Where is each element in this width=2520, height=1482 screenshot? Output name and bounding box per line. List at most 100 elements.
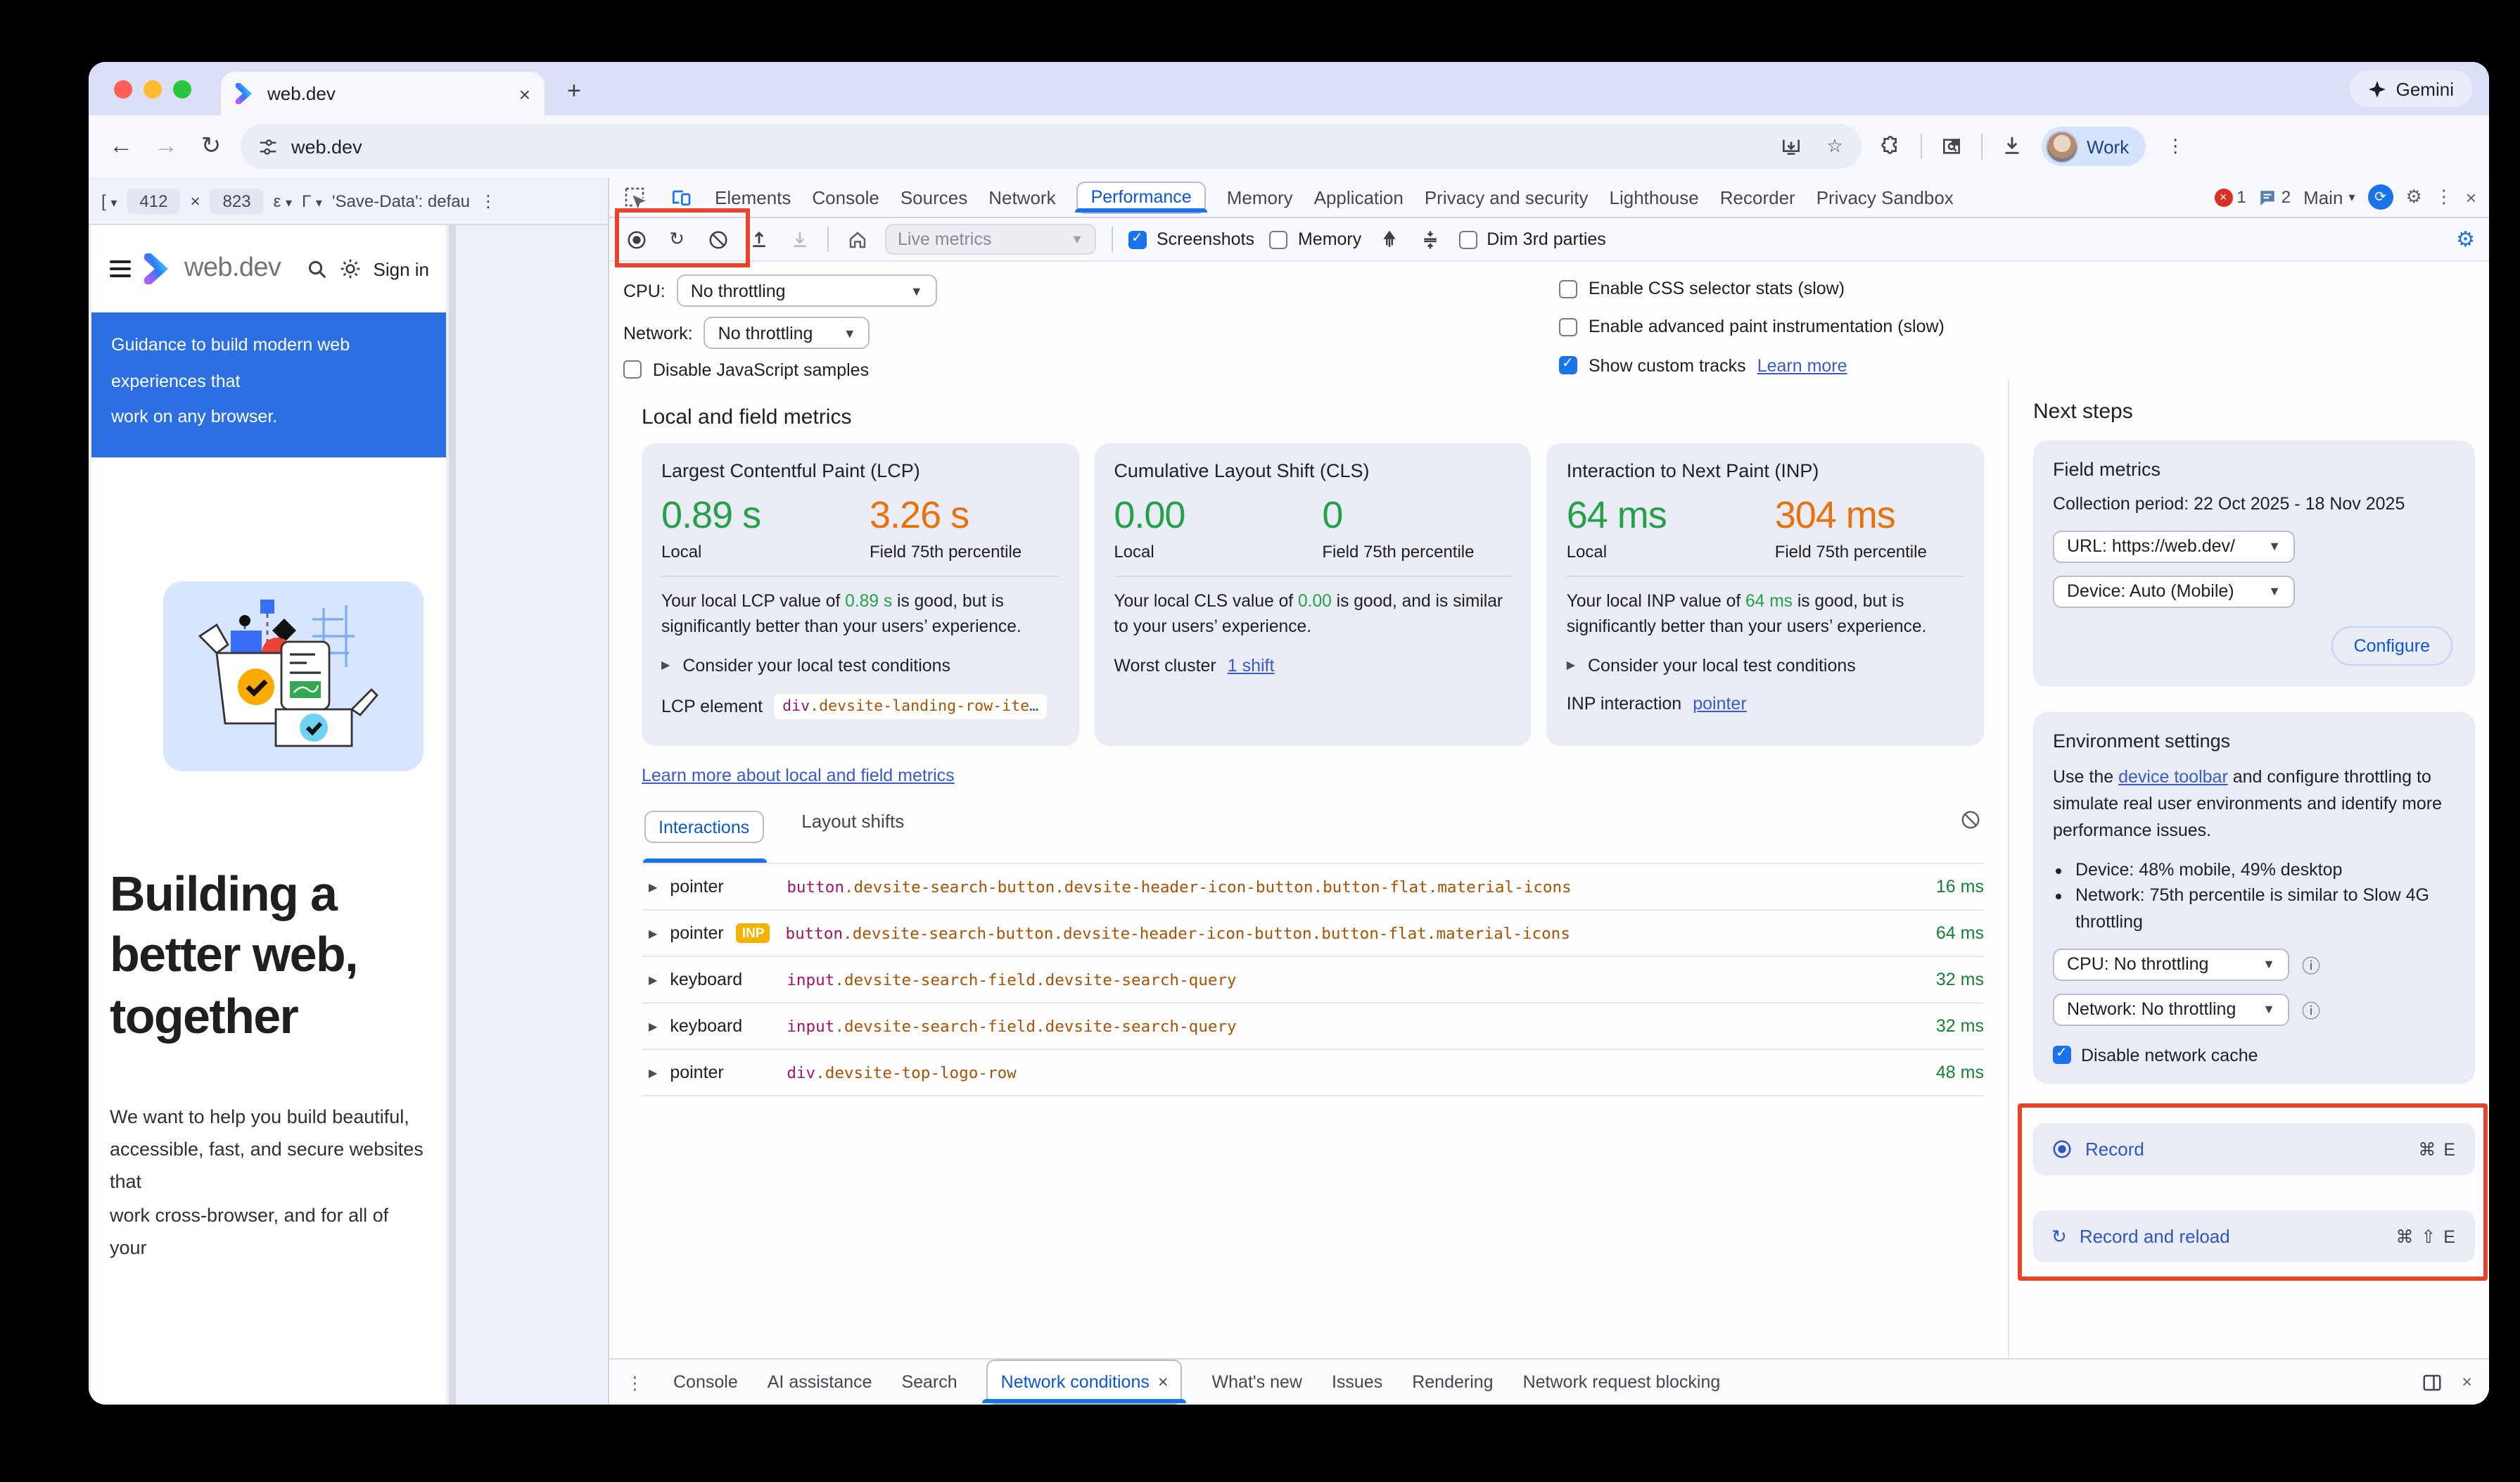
back-icon[interactable]: ← [109, 132, 133, 159]
browser-menu-icon[interactable]: ⋮ [2166, 135, 2185, 156]
tab-console[interactable]: Console [812, 186, 879, 208]
custom-tracks-learn-more-link[interactable]: Learn more [1757, 355, 1847, 376]
page-scrollbar[interactable] [449, 225, 456, 1405]
disable-network-cache-checkbox[interactable]: Disable network cache [2053, 1046, 2455, 1065]
expand-triangle-icon[interactable]: ▶ [649, 880, 658, 893]
drawer-tab-issues[interactable]: Issues [1331, 1372, 1383, 1392]
tab-interactions[interactable]: Interactions [643, 811, 767, 863]
save-profile-icon[interactable] [787, 227, 812, 252]
tab-layout-shifts[interactable]: Layout shifts [801, 811, 905, 832]
maximize-window-button[interactable] [173, 80, 191, 99]
custom-tracks-checkbox[interactable]: Show custom tracks Learn more [1559, 351, 1945, 380]
tab-privacy-security[interactable]: Privacy and security [1424, 186, 1589, 208]
new-tab-button[interactable]: + [567, 77, 581, 104]
throttle-select[interactable]: Γ ▾ [302, 191, 322, 210]
inp-consider-expander[interactable]: ▶ Consider your local test conditions [1566, 655, 1856, 676]
field-url-select[interactable]: URL: https://web.dev/▼ [2053, 530, 2295, 562]
bookmark-star-icon[interactable]: ☆ [1826, 135, 1843, 156]
css-selector-stats-checkbox[interactable]: Enable CSS selector stats (slow) [1559, 274, 1945, 303]
home-icon[interactable] [844, 227, 870, 252]
device-toolbar-menu-icon[interactable]: ⋮ [479, 191, 497, 210]
error-count[interactable]: × 1 [2214, 187, 2246, 207]
drawer-tab-rendering[interactable]: Rendering [1412, 1372, 1494, 1392]
advanced-paint-checkbox[interactable]: Enable advanced paint instrumentation (s… [1559, 313, 1945, 342]
drawer-tab-search[interactable]: Search [901, 1372, 957, 1392]
expand-triangle-icon[interactable]: ▶ [649, 973, 658, 986]
issues-count[interactable]: 2 [2259, 187, 2291, 207]
record-button[interactable]: Record ⌘ E [2033, 1123, 2475, 1175]
tab-lighthouse[interactable]: Lighthouse [1609, 186, 1699, 208]
tab-recorder[interactable]: Recorder [1719, 186, 1795, 208]
device-toolbar-toggle-icon[interactable] [668, 184, 694, 210]
install-icon[interactable] [1776, 131, 1807, 162]
device-width-input[interactable]: 412 [127, 188, 181, 213]
interaction-row[interactable]: ▶ pointer div.devsite-top-logo-row 48 ms [642, 1050, 1984, 1096]
interaction-row[interactable]: ▶ keyboard input.devsite-search-field.de… [642, 1003, 1984, 1050]
drawer-tab-network-conditions[interactable]: Network conditions × [982, 1360, 1187, 1405]
page-brand[interactable]: web.dev [184, 253, 281, 283]
dimensions-select[interactable]: [ ▾ [101, 191, 117, 210]
promo-banner[interactable]: Guidance to build modern web experiences… [91, 312, 446, 457]
lcp-consider-expander[interactable]: ▶ Consider your local test conditions [661, 655, 951, 676]
browser-tab[interactable]: web.dev × [221, 72, 545, 115]
dim-3rd-parties-checkbox[interactable]: Dim 3rd parties [1458, 229, 1606, 249]
configure-button[interactable]: Configure [2331, 626, 2452, 665]
inp-interaction-link[interactable]: pointer [1693, 693, 1747, 714]
tab-privacy-sandbox[interactable]: Privacy Sandbox [1816, 186, 1954, 208]
expand-triangle-icon[interactable]: ▶ [649, 927, 658, 939]
hamburger-icon[interactable] [110, 260, 131, 277]
profile-chip[interactable]: Work [2042, 127, 2146, 166]
ai-device-icon[interactable]: ⟳ [2367, 184, 2393, 210]
collapse-tracks-icon[interactable] [1418, 227, 1443, 252]
worst-cluster-link[interactable]: 1 shift [1227, 655, 1275, 676]
save-data-select[interactable]: 'Save-Data': defau [331, 191, 470, 210]
disable-js-samples-checkbox[interactable]: Disable JavaScript samples [623, 359, 1559, 380]
cpu-throttling-select[interactable]: No throttling ▼ [676, 274, 937, 307]
lcp-element-link[interactable]: div.devsite-landing-row-ite… [774, 693, 1048, 719]
tab-close-icon[interactable]: × [518, 82, 530, 105]
tab-application[interactable]: Application [1313, 186, 1404, 208]
record-and-reload-button[interactable]: ↻ Record and reload ⌘ ⇧ E [2033, 1210, 2475, 1262]
sign-in-button[interactable]: Sign in [373, 258, 430, 279]
garbage-collect-icon[interactable] [1377, 227, 1402, 252]
env-network-select[interactable]: Network: No throttling ▼ [2053, 993, 2289, 1026]
tab-network[interactable]: Network [988, 186, 1056, 208]
tab-sources[interactable]: Sources [900, 186, 968, 208]
downloads-icon[interactable] [1997, 131, 2028, 162]
capture-settings-icon[interactable]: ⚙ [2456, 228, 2475, 252]
theme-sun-icon[interactable] [340, 258, 362, 280]
screenshots-checkbox[interactable]: Screenshots [1128, 229, 1254, 249]
devtools-close-icon[interactable]: × [2465, 186, 2476, 208]
load-profile-icon[interactable] [746, 227, 771, 252]
expand-triangle-icon[interactable]: ▶ [649, 1066, 658, 1079]
minimize-window-button[interactable] [144, 80, 162, 99]
record-icon[interactable] [623, 227, 649, 252]
drawer-tab-whats-new[interactable]: What's new [1211, 1372, 1302, 1392]
zoom-select[interactable]: ε ▾ [273, 191, 292, 210]
interaction-row[interactable]: ▶ pointer INP button.devsite-search-butt… [642, 911, 1984, 957]
interaction-row[interactable]: ▶ pointer button.devsite-search-button.d… [642, 864, 1984, 911]
metrics-learn-more-link[interactable]: Learn more about local and field metrics [642, 766, 955, 785]
tab-performance[interactable]: Performance [1075, 181, 1207, 213]
info-icon[interactable]: ⓘ [2302, 955, 2321, 977]
tab-memory[interactable]: Memory [1226, 186, 1293, 208]
network-throttling-select[interactable]: No throttling ▼ [704, 317, 870, 349]
drawer-close-icon[interactable]: × [2462, 1372, 2472, 1392]
tab-search-icon[interactable] [1936, 131, 1967, 162]
inspect-element-icon[interactable] [622, 184, 647, 210]
tab-elements[interactable]: Elements [715, 186, 791, 208]
extensions-icon[interactable] [1876, 131, 1907, 162]
reload-icon[interactable]: ↻ [201, 132, 222, 159]
interaction-row[interactable]: ▶ keyboard input.devsite-search-field.de… [642, 957, 1984, 1003]
history-select[interactable]: Live metrics ▼ [885, 224, 1096, 255]
memory-checkbox[interactable]: Memory [1269, 229, 1361, 249]
drawer-tab-network-request-blocking[interactable]: Network request blocking [1522, 1372, 1721, 1392]
device-toolbar-link[interactable]: device toolbar [2118, 766, 2228, 786]
close-window-button[interactable] [114, 80, 132, 99]
env-cpu-select[interactable]: CPU: No throttling ▼ [2053, 948, 2289, 981]
devtools-settings-icon[interactable]: ⚙ [2405, 186, 2422, 207]
info-icon[interactable]: ⓘ [2302, 1000, 2321, 1022]
clear-icon[interactable] [705, 227, 730, 252]
devtools-menu-icon[interactable]: ⋮ [2434, 186, 2453, 207]
field-device-select[interactable]: Device: Auto (Mobile) ▼ [2053, 575, 2295, 607]
